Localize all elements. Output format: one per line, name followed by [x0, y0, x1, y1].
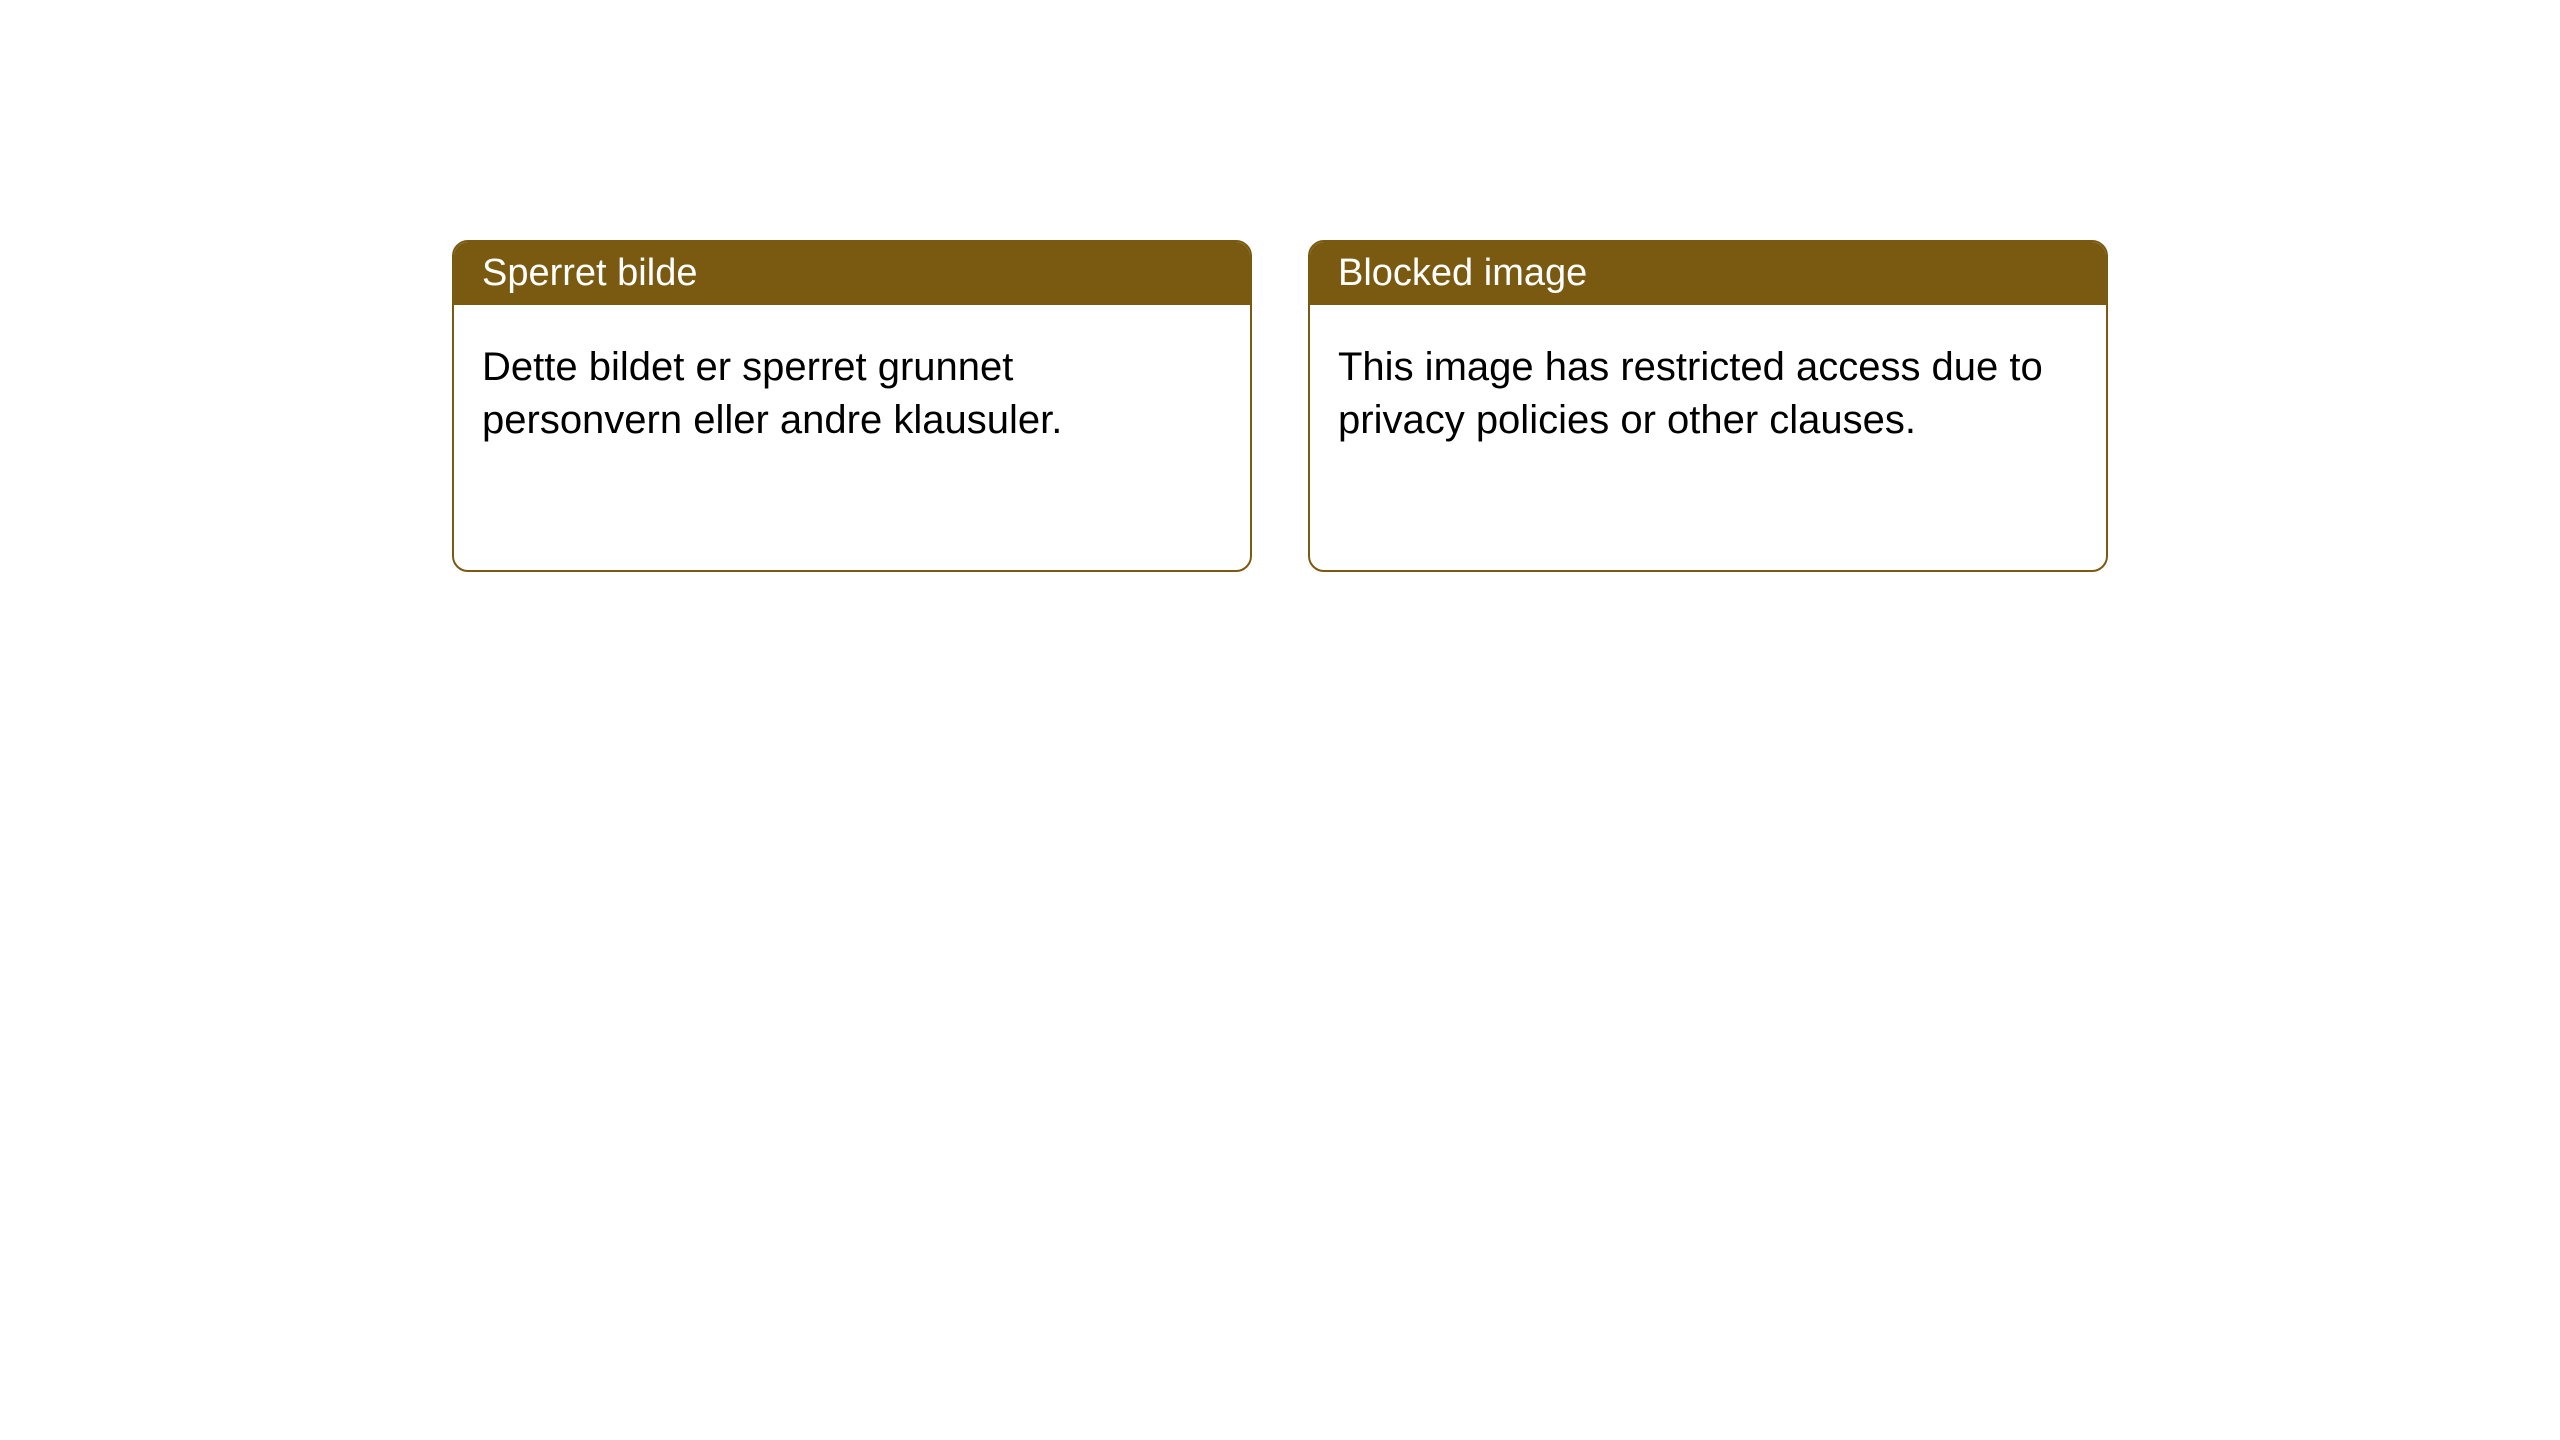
- card-body-text: Dette bildet er sperret grunnet personve…: [482, 345, 1062, 442]
- notice-card-english: Blocked image This image has restricted …: [1308, 240, 2108, 572]
- card-header: Blocked image: [1310, 242, 2106, 305]
- card-body: Dette bildet er sperret grunnet personve…: [454, 305, 1250, 483]
- card-body: This image has restricted access due to …: [1310, 305, 2106, 483]
- card-title: Sperret bilde: [482, 252, 697, 294]
- notice-cards-container: Sperret bilde Dette bildet er sperret gr…: [0, 240, 2560, 572]
- card-title: Blocked image: [1338, 252, 1587, 294]
- notice-card-norwegian: Sperret bilde Dette bildet er sperret gr…: [452, 240, 1252, 572]
- card-header: Sperret bilde: [454, 242, 1250, 305]
- card-body-text: This image has restricted access due to …: [1338, 345, 2043, 442]
